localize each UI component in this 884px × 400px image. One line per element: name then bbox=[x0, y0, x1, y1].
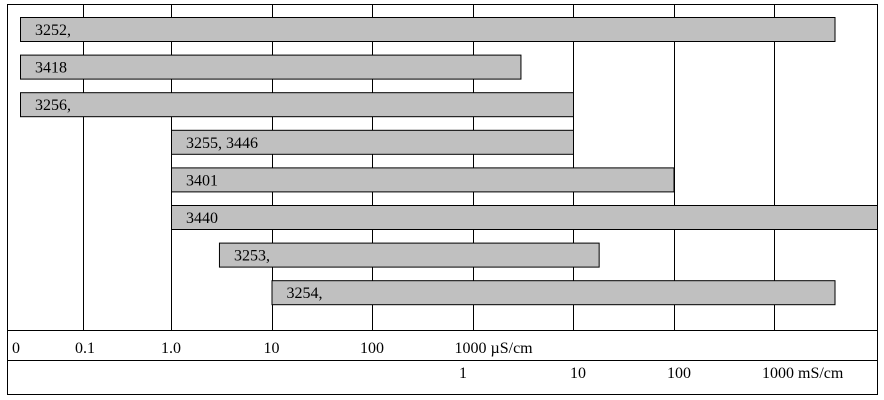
range-bar-label: 3252, bbox=[35, 22, 71, 39]
mS-tick-label: 100 bbox=[667, 365, 691, 382]
range-bar bbox=[20, 92, 574, 118]
range-bar bbox=[20, 17, 836, 42]
mS-tick-label: 1000 mS/cm bbox=[762, 365, 844, 382]
range-bar-label: 3418 bbox=[35, 60, 67, 77]
mS-tick-label: 1 bbox=[459, 365, 467, 382]
uS-axis-tick-labels: 0 0.1 1.0 10 100 1000 µS/cm bbox=[12, 340, 533, 357]
range-bar bbox=[218, 242, 600, 268]
range-bar-label: 3254, bbox=[287, 285, 323, 302]
range-bar bbox=[171, 167, 675, 193]
uS-tick-label: 100 bbox=[360, 340, 384, 357]
mS-tick-label: 10 bbox=[570, 365, 586, 382]
uS-tick-label: 10 bbox=[264, 340, 280, 357]
range-bar bbox=[271, 280, 836, 306]
range-bar-label: 3401 bbox=[186, 172, 218, 189]
uS-tick-label: 1000 µS/cm bbox=[455, 340, 534, 357]
uS-tick-label: 0 bbox=[12, 340, 20, 357]
uS-tick-label: 1.0 bbox=[161, 340, 181, 357]
mS-axis-tick-labels: 1 10 100 1000 mS/cm bbox=[459, 365, 844, 382]
range-bars: 3252, 3418 3256, 3255, 3446 3401 3440 3253, 325… bbox=[20, 17, 878, 306]
range-bar bbox=[20, 54, 522, 80]
range-bar-label: 3256, bbox=[35, 97, 71, 114]
uS-tick-label: 0.1 bbox=[75, 340, 95, 357]
range-bar bbox=[171, 129, 574, 155]
range-bar-label: 3253, bbox=[234, 248, 270, 265]
range-bar-label: 3440 bbox=[186, 210, 218, 227]
range-bar-label: 3255, 3446 bbox=[186, 135, 258, 152]
range-bar bbox=[171, 205, 878, 230]
